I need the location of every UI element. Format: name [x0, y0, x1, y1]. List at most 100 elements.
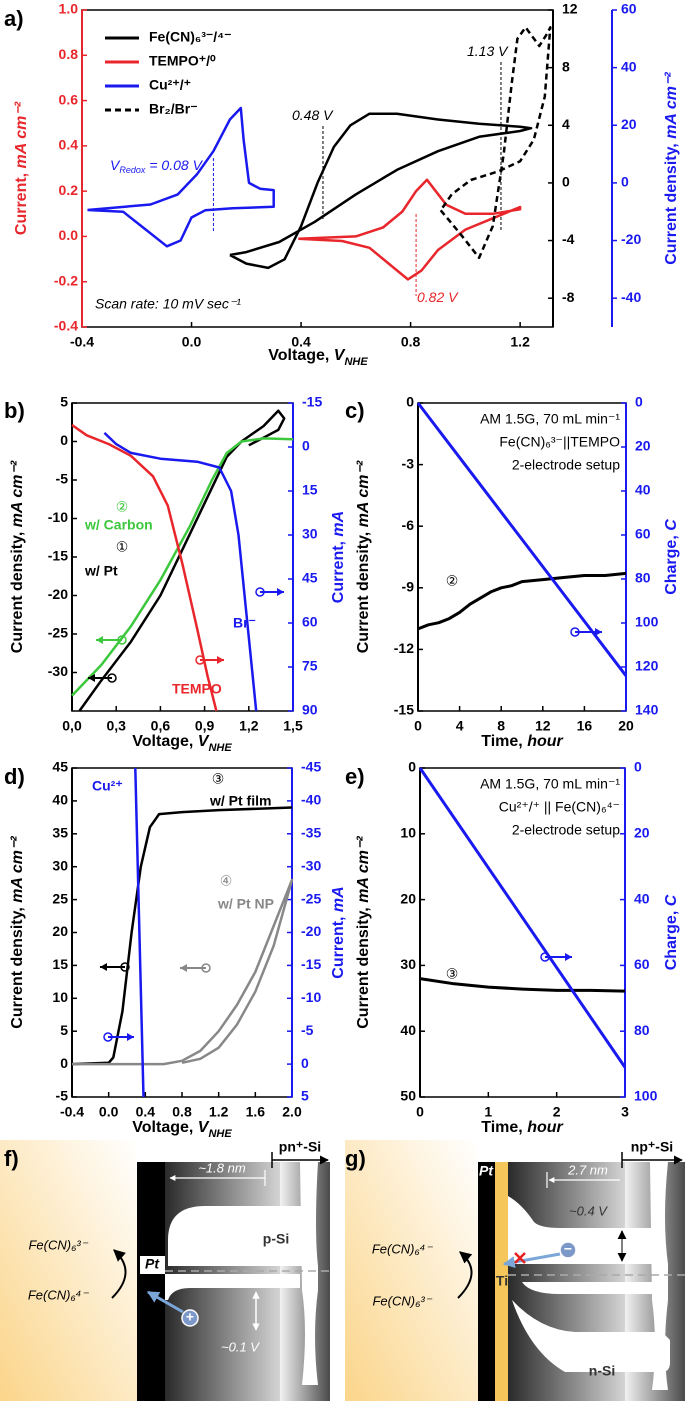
y-axis-label: Current density, mA cm⁻² — [355, 836, 372, 1029]
annotation: Fe(CN)₆³⁻||TEMPO — [499, 434, 620, 450]
series-line — [72, 878, 294, 1066]
y2-tick-label: -8 — [562, 289, 575, 305]
y3-axis-label-part: mA cm⁻² — [663, 72, 680, 139]
electrolyte — [345, 1140, 478, 1401]
marker-label-part: Redox — [119, 165, 146, 175]
y-axis-label: Current density, mA cm⁻² — [355, 460, 372, 653]
y2-tick-label: 0 — [301, 1055, 309, 1071]
series-label: w/ Pt film — [209, 793, 271, 809]
y-tick-label: 0.0 — [59, 227, 79, 243]
y2-axis-label-part: C — [663, 894, 680, 906]
legend-label: Fe(CN)₆³⁻/⁴⁻ — [149, 29, 232, 45]
axis-pointer-head — [277, 588, 284, 596]
plot-frame — [71, 767, 293, 1098]
axis-pointer-head — [88, 674, 95, 682]
barrier-label: ~0.1 V — [221, 1339, 260, 1354]
y-axis-label-part: Current density, — [9, 903, 26, 1029]
band-gap — [650, 1162, 668, 1390]
x-axis-label: Time, hour — [481, 733, 563, 750]
electrolyte — [0, 1140, 137, 1401]
y2-tick-label: 20 — [635, 438, 651, 454]
y-tick-label: 0 — [60, 1055, 68, 1071]
axis-pointer-head — [127, 1033, 134, 1041]
panel-label: b) — [4, 398, 25, 423]
y2-tick-label: -5 — [301, 1022, 314, 1038]
y2-tick-label: 100 — [635, 614, 659, 630]
y-tick-label: 30 — [400, 956, 416, 972]
y-axis-label-part: mA cm⁻² — [13, 101, 30, 168]
x-tick-label: 2 — [553, 1104, 561, 1120]
y-tick-label: -12 — [394, 640, 414, 656]
y2-tick-label: 80 — [634, 1022, 650, 1038]
diagram-g: Pt Ti np⁺-Si 2.7 nm ~0.4 V Fe(CN)₆⁴⁻ Fe(… — [345, 1139, 685, 1401]
x-tick-label: 3 — [621, 1104, 629, 1120]
y3-axis-label-part: Current density, — [663, 139, 680, 265]
series-line — [87, 106, 275, 248]
reaction-arrow — [457, 1251, 473, 1299]
y2-axis-label-part: Current, — [330, 912, 347, 979]
y-tick-label: -15 — [48, 548, 68, 564]
x-axis-label-part: Time, — [481, 1119, 527, 1136]
y-tick-label: 5 — [60, 1022, 68, 1038]
y-tick-label: -5 — [56, 471, 69, 487]
plot-frame — [71, 402, 294, 712]
y2-tick-label: 80 — [635, 570, 651, 586]
y-tick-label: 30 — [52, 857, 68, 873]
metal-label-box — [140, 1256, 165, 1274]
reaction-arrow — [111, 1249, 127, 1299]
y-axis-label-part: mA cm⁻² — [9, 836, 26, 903]
y2-axis-label: Current, mA — [330, 511, 347, 603]
metal-label: Pt — [145, 1256, 160, 1272]
y-axis-label-part: Current density, — [355, 527, 372, 653]
band-gap — [300, 1162, 318, 1385]
y-axis-label-part: mA cm⁻² — [355, 460, 372, 527]
x-axis-label-part: V — [198, 733, 210, 750]
top-label: pn⁺-Si — [279, 1139, 321, 1155]
x-tick-label: 1.2 — [510, 334, 530, 350]
y-tick-label: 20 — [400, 890, 416, 906]
y-axis-label-part: Current density, — [9, 527, 26, 653]
y-tick-label: 40 — [52, 792, 68, 808]
x-axis-label: Voltage, VNHE — [268, 347, 368, 368]
y2-tick-label: 40 — [635, 482, 651, 498]
x-axis-label-part: V — [334, 347, 346, 364]
y2-axis-label: Current, mA — [330, 886, 347, 978]
axis-pointer-head — [180, 964, 187, 972]
series-line — [419, 977, 626, 993]
legend-label: Br₂/Br⁻ — [149, 101, 198, 117]
y2-axis-label-part: mA — [330, 511, 347, 537]
series-line — [134, 767, 145, 1098]
y-tick-label: 0 — [60, 432, 68, 448]
x-tick-label: 0.8 — [172, 1104, 192, 1120]
y3-tick-label: -20 — [621, 231, 641, 247]
x-axis-label: Voltage, VNHE — [132, 1119, 232, 1140]
series-line — [71, 437, 294, 697]
x-axis-label-part: Voltage, — [268, 347, 334, 364]
band-gap — [165, 1274, 300, 1300]
y2-tick-label: 5 — [301, 1088, 309, 1104]
y2-tick-label: -15 — [301, 956, 321, 972]
series-line — [416, 402, 628, 677]
annotation: ③ — [446, 966, 459, 982]
y-tick-label: -10 — [48, 509, 68, 525]
x-tick-label: 0,0 — [62, 718, 82, 734]
x-tick-label: 12 — [535, 718, 551, 734]
x-tick-label: 0.8 — [401, 334, 421, 350]
y2-tick-label: 0 — [562, 174, 570, 190]
marker-label: 0.48 V — [292, 107, 334, 123]
y-axis-label-part: mA cm⁻² — [355, 836, 372, 903]
carrier — [559, 1241, 577, 1259]
carrier — [181, 1309, 199, 1327]
x-tick-label: 1 — [484, 1104, 492, 1120]
series-line — [417, 571, 627, 631]
y-tick-label: -9 — [402, 579, 415, 595]
axis-pointer-head — [217, 656, 224, 664]
metal-layer — [478, 1162, 495, 1401]
marker-label-part: 0.48 V — [292, 107, 334, 123]
marker-label-part: 0.82 V — [417, 289, 459, 305]
y-tick-label: 5 — [60, 394, 68, 410]
x-axis-label-part: hour — [527, 1119, 563, 1136]
x-tick-label: 0,3 — [106, 718, 126, 734]
series-line — [71, 423, 218, 712]
y2-tick-label: 75 — [302, 658, 318, 674]
